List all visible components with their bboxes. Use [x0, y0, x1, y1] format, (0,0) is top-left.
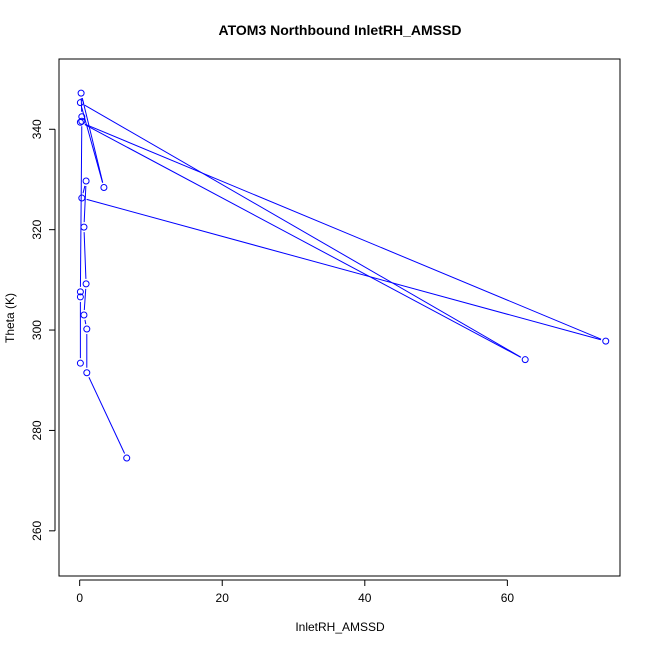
y-tick-label: 320 [30, 219, 44, 239]
data-point [76, 293, 84, 301]
plot-frame [58, 58, 621, 577]
x-tick-label: 20 [216, 591, 230, 605]
x-tick-label: 0 [76, 591, 83, 605]
series-segment [84, 123, 602, 340]
y-axis-label: Theta (K) [3, 293, 17, 343]
y-axis: 260 280 300 320 340 [30, 119, 56, 541]
data-point [83, 325, 91, 333]
series-segment [86, 198, 602, 341]
y-tick-label: 280 [30, 420, 44, 440]
data-point [80, 223, 88, 231]
series-segment [84, 319, 87, 325]
data-point [76, 359, 84, 367]
y-tick-label: 340 [30, 119, 44, 139]
series-segment [88, 377, 126, 454]
x-tick-label: 40 [358, 591, 372, 605]
series-segment [83, 232, 87, 279]
data-point [78, 194, 86, 202]
y-tick-label: 260 [30, 520, 44, 540]
data-point [76, 99, 84, 107]
series-segment [81, 107, 104, 183]
x-axis: 0 20 40 60 [76, 579, 515, 605]
series-segment [83, 185, 87, 223]
data-point [76, 288, 84, 296]
series-segment [81, 97, 104, 183]
x-axis-label: InletRH_AMSSD [295, 620, 385, 634]
data-point [83, 369, 91, 377]
data-point [77, 89, 85, 97]
data-point [82, 280, 90, 288]
data-point [123, 454, 131, 462]
chart-title: ATOM3 Northbound InletRH_AMSSD [219, 22, 462, 38]
data-point [521, 356, 529, 364]
data-point [78, 117, 86, 125]
series-segment [84, 104, 522, 358]
series-segment [82, 185, 86, 194]
data-series [79, 97, 602, 454]
series-segment [79, 126, 83, 287]
x-tick-label: 60 [501, 591, 515, 605]
series-segment [84, 124, 522, 358]
data-point [82, 177, 90, 185]
data-point [100, 183, 108, 191]
data-points [76, 89, 610, 462]
data-point [78, 113, 86, 121]
data-point [602, 337, 610, 345]
data-point [80, 311, 88, 319]
y-tick-label: 300 [30, 320, 44, 340]
series-segment [83, 288, 87, 311]
